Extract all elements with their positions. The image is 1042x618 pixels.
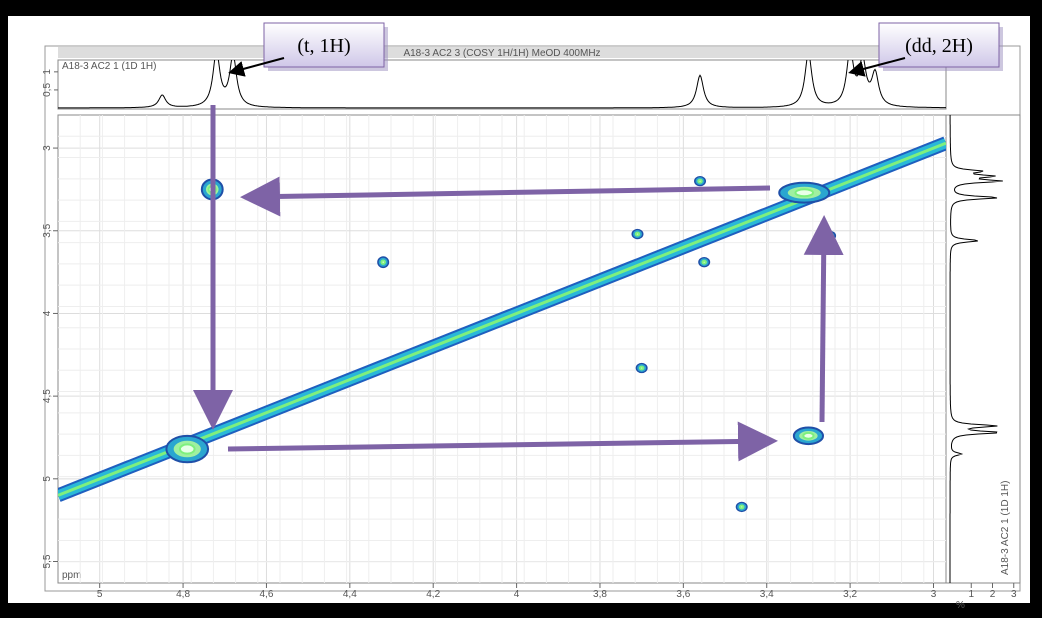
side-tick-label: 1 — [968, 589, 974, 600]
annotation: (dd, 2H) — [905, 35, 973, 57]
y-tick-label: 3 — [42, 145, 53, 151]
spectrum-title: A18-3 AC2 3 (COSY 1H/1H) MeOD 400MHz — [403, 48, 600, 59]
peak-contour — [826, 233, 833, 239]
y-tick-label: 4,5 — [42, 389, 53, 403]
peak-contour — [380, 259, 386, 265]
peak-contour — [697, 178, 703, 184]
x-tick-label: 3,4 — [760, 589, 774, 600]
side-tick-label: 3 — [1011, 589, 1017, 600]
side-unit: % — [956, 600, 965, 611]
peak-contour — [634, 231, 641, 237]
x-tick-label: 5 — [97, 589, 103, 600]
top-label: A18-3 AC2 1 (1D 1H) — [62, 61, 157, 72]
x-tick-label: 4 — [514, 589, 520, 600]
top-y-tick-label: 1 — [42, 69, 53, 75]
x-axis-label: ppm — [62, 570, 81, 581]
side-tick-label: 2 — [990, 589, 996, 600]
x-tick-label: 4,8 — [176, 589, 190, 600]
x-tick-label: 3,8 — [593, 589, 607, 600]
y-tick-label: 5,5 — [42, 554, 53, 568]
side-spectrum — [949, 115, 1003, 583]
x-tick-label: 4,6 — [259, 589, 273, 600]
top-y-tick-label: 0,5 — [42, 83, 53, 97]
title-bar — [58, 47, 946, 58]
callouts: (t, 1H) (dd, 2H) — [228, 22, 1003, 77]
x-tick-label: 3,6 — [676, 589, 690, 600]
y-tick-label: 3,5 — [42, 223, 53, 237]
arrows — [193, 105, 844, 462]
x-tick-label: 4,2 — [426, 589, 440, 600]
x-tick-label: 4,4 — [343, 589, 357, 600]
x-tick-label: 3 — [931, 589, 937, 600]
y-tick-label: 5 — [42, 476, 53, 482]
peak-contour — [178, 443, 196, 455]
y-tick-label: 4 — [42, 310, 53, 316]
x-tick-label: 3,2 — [843, 589, 857, 600]
peak-contour — [802, 431, 815, 440]
top-frame — [57, 59, 947, 110]
peak-contour — [701, 259, 707, 265]
peak-contour — [738, 504, 745, 510]
peak-contour — [794, 188, 815, 198]
peak-contour — [638, 365, 645, 371]
annotation: (t, 1H) — [297, 35, 350, 57]
side-label: A18-3 AC2 1 (1D 1H) — [1000, 481, 1011, 576]
top-spectrum — [58, 60, 946, 109]
